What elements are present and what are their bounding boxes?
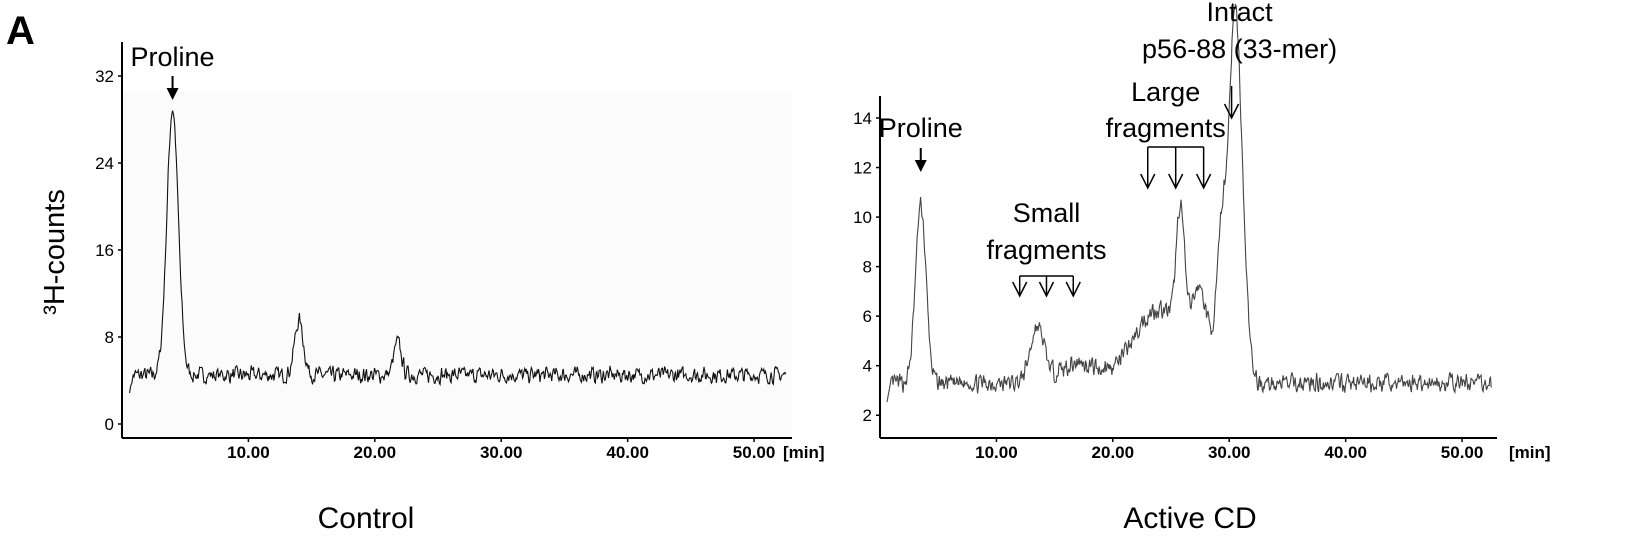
active-cd-chart: 2 4 6 8 10 12 14 10.00 20.00 30.00 40.00 50.00 [mi… <box>853 0 1550 535</box>
active-cd-annotation-arrowhead <box>1195 173 1212 190</box>
active-cd-x-tick-label: 30.00 <box>1208 443 1251 462</box>
active-cd-trace <box>886 3 1492 403</box>
active-cd-annotations: Proline Small fragments Large fragments Intac… <box>879 0 1337 298</box>
active-cd-annotation-arrowhead <box>1223 103 1240 120</box>
active-cd-y-tick-label: 6 <box>863 307 872 326</box>
control-y-tick-label: 32 <box>95 67 114 86</box>
active-cd-y-tick-label: 10 <box>853 208 872 227</box>
active-cd-annotation-arrowhead <box>914 160 927 172</box>
control-y-tick-label: 8 <box>105 328 114 347</box>
control-x-tick-label: 40.00 <box>606 443 649 462</box>
active-cd-annotation-label: Intact <box>1207 0 1274 27</box>
control-y-ticks: 0 8 16 24 32 <box>95 67 122 434</box>
control-x-tick-label: 10.00 <box>227 443 270 462</box>
active-cd-y-tick-label: 4 <box>863 357 872 376</box>
control-annotation-arrowhead <box>166 88 179 100</box>
control-x-tick-label: 30.00 <box>480 443 523 462</box>
control-x-unit: [min] <box>783 443 825 462</box>
active-cd-annotation-label: Small <box>1013 198 1081 228</box>
active-cd-x-tick-label: 20.00 <box>1092 443 1135 462</box>
control-y-tick-label: 0 <box>105 415 114 434</box>
control-trace <box>129 110 787 394</box>
active-cd-annotation-arrowhead <box>1140 173 1156 190</box>
active-cd-annotation-arrowhead <box>1065 281 1081 298</box>
control-x-tick-label: 50.00 <box>733 443 776 462</box>
active-cd-y-ticks: 2 4 6 8 10 12 14 <box>853 109 880 425</box>
active-cd-x-ticks: 10.00 20.00 30.00 40.00 50.00 <box>975 438 1483 462</box>
active-cd-annotation-label: fragments <box>986 235 1106 265</box>
control-caption: Control <box>318 502 415 535</box>
control-plot-area <box>122 92 792 436</box>
active-cd-y-tick-label: 14 <box>853 109 872 128</box>
active-cd-caption: Active CD <box>1123 502 1256 535</box>
control-y-tick-label: 16 <box>95 241 114 260</box>
active-cd-annotation-label: p56-88 (33-mer) <box>1142 34 1337 64</box>
active-cd-x-tick-label: 50.00 <box>1441 443 1484 462</box>
control-annotation-label: Proline <box>131 42 215 72</box>
active-cd-annotation-label: fragments <box>1106 113 1226 143</box>
control-y-axis-title: ³H-counts <box>39 189 71 315</box>
active-cd-annotation-label: Large <box>1131 77 1200 107</box>
control-annotations: Proline <box>131 42 215 100</box>
control-y-tick-label: 24 <box>95 154 114 173</box>
control-chart: ³H-counts 0 8 16 24 32 10.00 20.00 30.00 40.00 5… <box>39 42 825 535</box>
active-cd-y-tick-label: 2 <box>863 406 872 425</box>
control-x-ticks: 10.00 20.00 30.00 40.00 50.00 <box>227 438 775 462</box>
active-cd-x-unit: [min] <box>1509 443 1551 462</box>
active-cd-y-tick-label: 12 <box>853 159 872 178</box>
active-cd-x-tick-label: 40.00 <box>1324 443 1367 462</box>
panel-letter: A <box>6 9 35 53</box>
active-cd-annotation-arrowhead <box>1038 281 1055 298</box>
active-cd-x-tick-label: 10.00 <box>975 443 1018 462</box>
control-x-tick-label: 20.00 <box>354 443 397 462</box>
active-cd-annotation-arrowhead <box>1012 281 1028 298</box>
active-cd-annotation-arrowhead <box>1168 173 1184 190</box>
active-cd-annotation-label: Proline <box>879 113 963 143</box>
active-cd-y-tick-label: 8 <box>863 258 872 277</box>
